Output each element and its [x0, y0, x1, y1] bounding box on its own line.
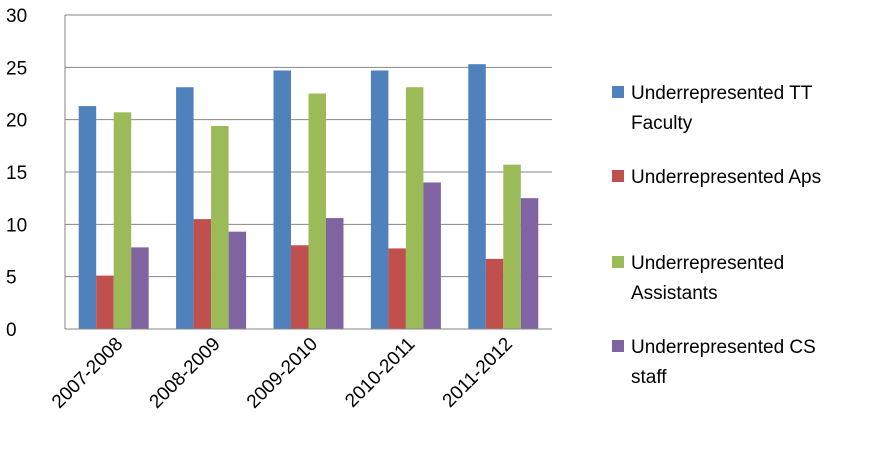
bar-2-2010-2011 — [388, 248, 406, 329]
bar-2-2007-2008 — [96, 275, 114, 329]
bar-4-2010-2011 — [423, 182, 441, 329]
y-tick-label: 5 — [6, 268, 17, 289]
bar-4-2011-2012 — [520, 198, 539, 329]
legend-label: Underrepresented Assistants — [631, 253, 784, 304]
legend-swatch — [612, 170, 624, 182]
bar-4-2007-2008 — [131, 247, 149, 329]
bar-3-2007-2008 — [113, 112, 132, 329]
axes — [64, 15, 552, 330]
bar-2-2008-2009 — [193, 219, 212, 329]
bar-1-2009-2010 — [273, 70, 291, 330]
x-tick-label: 2011-2012 — [439, 334, 517, 412]
bar-3-2010-2011 — [405, 87, 424, 329]
y-tick-label: 15 — [6, 163, 27, 184]
legend: Underrepresented TT Faculty Underrepresent… — [612, 83, 821, 388]
x-tick-label: 2010-2011 — [341, 334, 419, 412]
bar-4-2008-2009 — [228, 231, 247, 329]
legend-label: Underrepresented TT Faculty — [631, 83, 813, 134]
y-tick-label: 30 — [6, 6, 27, 27]
y-tick-labels: 0 5 10 15 20 25 30 — [6, 6, 27, 341]
x-tick-label: 2008-2009 — [146, 334, 225, 413]
bar-2-2011-2012 — [485, 258, 504, 329]
bar-4-2009-2010 — [326, 218, 344, 329]
legend-swatch — [612, 340, 624, 352]
bar-1-2011-2012 — [468, 64, 486, 330]
y-tick-label: 10 — [6, 215, 27, 236]
y-tick-label: 0 — [6, 320, 17, 341]
bars — [78, 64, 539, 330]
x-tick-label: 2009-2010 — [243, 334, 322, 413]
y-tick-label: 25 — [6, 58, 27, 79]
legend-swatch — [612, 86, 624, 98]
x-tick-labels: 2007-2008 2008-2009 2009-2010 2010-2011 2011… — [48, 334, 517, 413]
bar-3-2009-2010 — [308, 93, 326, 329]
legend-label: Underrepresented Aps — [631, 167, 821, 188]
bar-1-2010-2011 — [370, 70, 389, 330]
y-tick-label: 20 — [6, 111, 27, 132]
bar-1-2008-2009 — [176, 87, 194, 329]
bar-3-2011-2012 — [503, 164, 521, 329]
bar-2-2009-2010 — [291, 245, 309, 329]
x-tick-label: 2007-2008 — [48, 334, 127, 413]
legend-swatch — [612, 256, 624, 268]
bar-3-2008-2009 — [211, 125, 229, 330]
legend-label: Underrepresented CS staff — [631, 337, 816, 388]
bar-1-2007-2008 — [78, 106, 97, 329]
